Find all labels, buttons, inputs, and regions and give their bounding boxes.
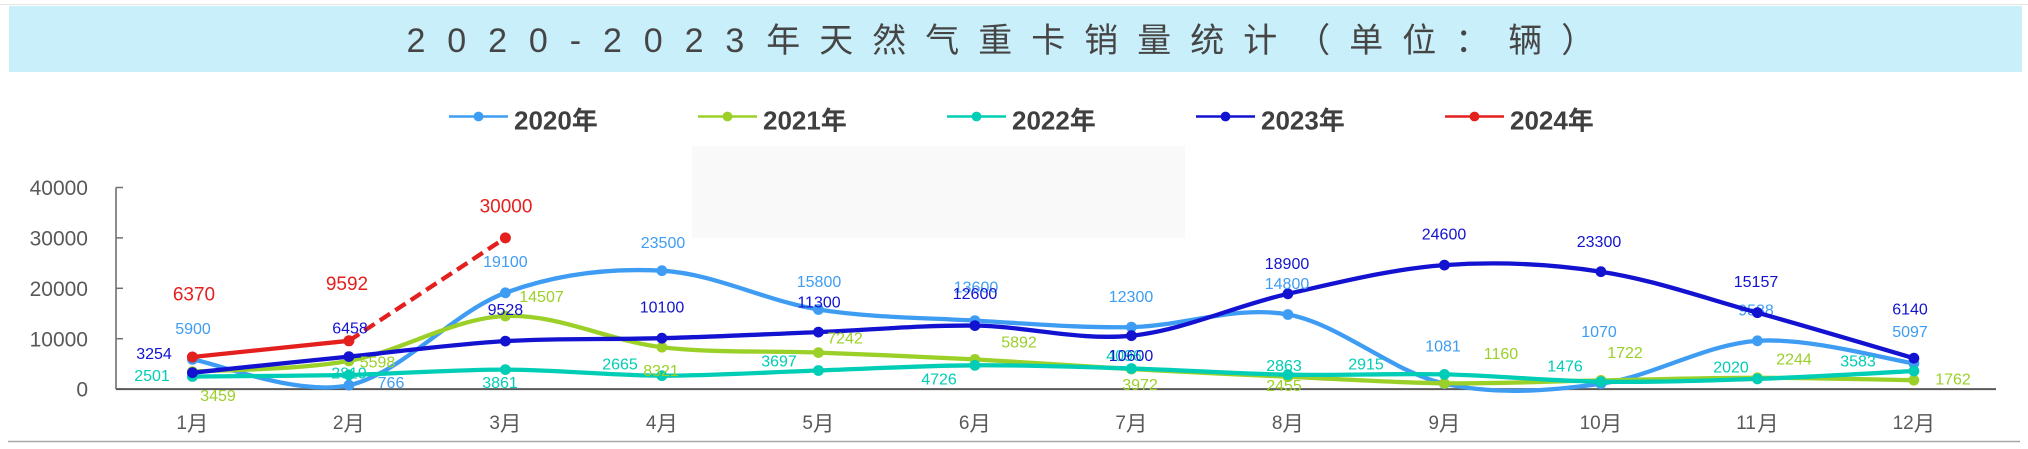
svg-text:5: 5 (802, 413, 813, 434)
svg-text:3254: 3254 (136, 346, 172, 363)
svg-text:3861: 3861 (482, 375, 518, 392)
svg-text:10600: 10600 (1109, 348, 1154, 365)
svg-text:1070: 1070 (1581, 324, 1617, 341)
svg-text:9528: 9528 (488, 302, 524, 319)
svg-text:4096: 4096 (1106, 348, 1142, 365)
svg-text:1722: 1722 (1607, 345, 1643, 362)
svg-text:3: 3 (489, 413, 500, 434)
svg-text:14507: 14507 (519, 289, 564, 306)
svg-text:15800: 15800 (797, 274, 842, 291)
svg-text:11300: 11300 (797, 294, 840, 311)
svg-text:12: 12 (1893, 413, 1914, 434)
svg-text:6370: 6370 (173, 285, 215, 306)
svg-text:1: 1 (176, 413, 187, 434)
svg-text:7: 7 (1115, 413, 1126, 434)
svg-text:23300: 23300 (1577, 234, 1622, 251)
svg-text:1476: 1476 (1547, 358, 1583, 375)
svg-text:3972: 3972 (1122, 377, 1158, 394)
svg-text:8: 8 (1272, 413, 1283, 434)
svg-text:2455: 2455 (1266, 378, 1302, 395)
svg-text:30000: 30000 (30, 228, 88, 251)
svg-text:5900: 5900 (175, 321, 211, 338)
svg-text:20000: 20000 (30, 278, 88, 301)
svg-text:6458: 6458 (332, 320, 368, 337)
svg-text:23500: 23500 (641, 235, 686, 252)
svg-text:30000: 30000 (480, 197, 533, 218)
svg-text:5097: 5097 (1892, 324, 1928, 341)
svg-text:2020-2023: 2020-2023 (407, 22, 767, 60)
svg-text:24600: 24600 (1422, 226, 1467, 243)
svg-text:6: 6 (959, 413, 970, 434)
svg-text:11: 11 (1736, 413, 1756, 434)
svg-text:2: 2 (333, 413, 344, 434)
svg-text:2020: 2020 (514, 106, 572, 136)
svg-text:40000: 40000 (30, 177, 88, 200)
svg-text:18900: 18900 (1265, 256, 1310, 273)
svg-text:3459: 3459 (200, 388, 236, 405)
svg-text:8321: 8321 (643, 363, 679, 380)
svg-text:5598: 5598 (360, 354, 396, 371)
svg-text:15157: 15157 (1734, 274, 1779, 291)
svg-text:2022: 2022 (1012, 106, 1070, 136)
svg-text:19100: 19100 (483, 254, 528, 271)
svg-text:3583: 3583 (1840, 354, 1876, 371)
svg-text:10100: 10100 (640, 300, 685, 317)
svg-text:2915: 2915 (1348, 357, 1384, 374)
svg-text:9: 9 (1428, 413, 1439, 434)
svg-text:2020: 2020 (1713, 360, 1749, 377)
svg-text:12300: 12300 (1109, 289, 1154, 306)
svg-text:2819: 2819 (331, 366, 367, 383)
svg-text:0: 0 (76, 379, 88, 402)
svg-text:4726: 4726 (921, 372, 957, 389)
svg-text:13600: 13600 (954, 280, 999, 297)
svg-text:2665: 2665 (602, 357, 638, 374)
svg-text:3697: 3697 (761, 354, 797, 371)
svg-text:10000: 10000 (30, 328, 88, 351)
svg-text:2863: 2863 (1266, 358, 1302, 375)
svg-text:1081: 1081 (1425, 338, 1461, 355)
svg-text:2024: 2024 (1510, 106, 1568, 136)
svg-text:766: 766 (378, 375, 405, 392)
svg-text:9592: 9592 (326, 274, 368, 295)
svg-text:2023: 2023 (1261, 106, 1319, 136)
svg-text:2021: 2021 (763, 106, 821, 136)
svg-text:10: 10 (1580, 413, 1601, 434)
svg-text:2501: 2501 (134, 368, 170, 385)
svg-text:14800: 14800 (1265, 276, 1310, 293)
svg-text:4: 4 (646, 413, 657, 434)
svg-text:12600: 12600 (953, 286, 998, 303)
svg-text:1160: 1160 (1484, 346, 1519, 363)
svg-text:5892: 5892 (1001, 335, 1037, 352)
svg-text:6140: 6140 (1892, 302, 1928, 319)
svg-text:7242: 7242 (827, 330, 863, 347)
svg-text:1762: 1762 (1935, 372, 1971, 389)
svg-text:2244: 2244 (1776, 352, 1812, 369)
